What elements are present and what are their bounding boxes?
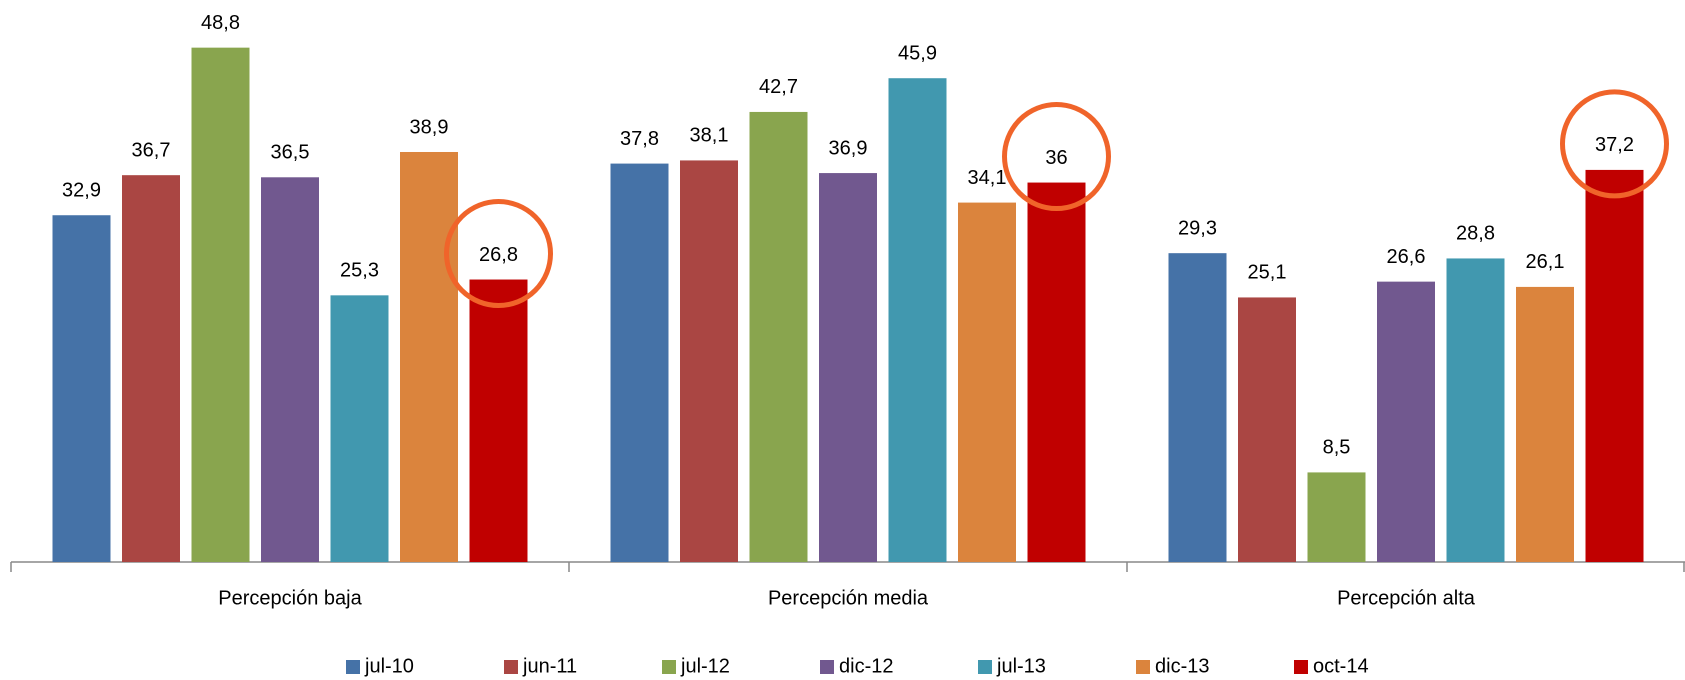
legend-swatch [1136, 660, 1150, 674]
value-label: 36 [1045, 147, 1067, 169]
value-label: 36,7 [132, 139, 171, 161]
bar [1377, 281, 1435, 562]
legend-swatch [820, 660, 834, 674]
value-label: 37,8 [620, 128, 659, 150]
value-label: 48,8 [201, 12, 240, 34]
bar [261, 177, 319, 563]
legend-label: dic-13 [1155, 655, 1209, 677]
highlight-circle [1560, 89, 1669, 199]
bar [1168, 253, 1227, 563]
bar [1307, 472, 1366, 562]
bar [400, 151, 458, 562]
legend-swatch [662, 660, 676, 674]
highlight-circle [1002, 102, 1111, 212]
legend-label: jul-12 [680, 655, 730, 677]
bar [1516, 286, 1574, 562]
value-label: 32,9 [62, 180, 101, 202]
legend-swatch [1294, 660, 1308, 674]
bar [122, 175, 180, 562]
bar [819, 173, 877, 562]
value-label: 26,8 [479, 244, 518, 266]
x-tick-label: Percepción baja [218, 587, 362, 609]
bar [52, 215, 111, 562]
value-label: 25,3 [340, 260, 379, 282]
value-label: 26,6 [1387, 246, 1426, 268]
value-label: 25,1 [1248, 262, 1287, 284]
legend-swatch [978, 660, 992, 674]
value-label: 42,7 [759, 76, 798, 98]
legend-label: oct-14 [1313, 655, 1369, 677]
value-label: 37,2 [1595, 134, 1634, 156]
bar [469, 279, 528, 562]
highlight-circle [444, 199, 553, 309]
bar [610, 163, 669, 562]
legend-swatch [346, 660, 360, 674]
bar [680, 160, 738, 562]
bar [749, 111, 808, 562]
x-tick-label: Percepción alta [1337, 587, 1476, 609]
legend-label: jul-13 [996, 655, 1046, 677]
value-label: 36,5 [271, 142, 310, 164]
value-label: 36,9 [829, 137, 868, 159]
value-label: 34,1 [968, 167, 1007, 189]
bar [888, 78, 947, 563]
x-tick-label: Percepción media [768, 587, 929, 609]
legend-swatch [504, 660, 518, 674]
bar [958, 202, 1016, 562]
legend-label: dic-12 [839, 655, 893, 677]
bar [191, 47, 250, 562]
value-label: 38,9 [410, 116, 449, 138]
value-label: 28,8 [1456, 223, 1495, 245]
legend-label: jun-11 [522, 655, 577, 677]
bar [1027, 182, 1086, 562]
value-label: 29,3 [1178, 217, 1217, 239]
value-label: 38,1 [690, 125, 729, 147]
value-label: 45,9 [898, 42, 937, 64]
bar [330, 295, 389, 562]
bar [1238, 297, 1296, 562]
value-label: 26,1 [1526, 251, 1565, 273]
bar [1585, 169, 1644, 563]
bar [1446, 258, 1505, 562]
value-label: 8,5 [1323, 437, 1351, 459]
legend-label: jul-10 [364, 655, 414, 677]
